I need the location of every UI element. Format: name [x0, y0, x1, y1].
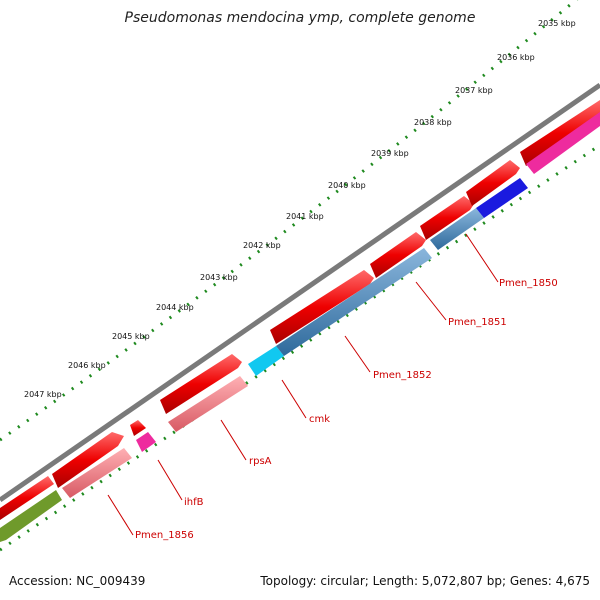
cds-feature — [370, 232, 426, 278]
pmen1851-feature — [430, 208, 484, 250]
cds-feature — [130, 420, 146, 436]
gene-label: Pmen_1856 — [135, 530, 194, 541]
cds-feature — [420, 196, 474, 240]
cds-feature — [52, 432, 124, 488]
rpsA-feature — [168, 376, 248, 432]
kbp-tick-label: 2037 kbp — [455, 86, 493, 95]
kbp-tick-label: 2044 kbp — [156, 303, 194, 312]
kbp-tick-label: 2043 kbp — [200, 273, 238, 282]
accession-label: Accession: NC_009439 — [9, 574, 146, 588]
kbp-tick-label: 2047 kbp — [24, 390, 62, 399]
inner-scale-track — [0, 143, 600, 552]
reverse-strand-features — [0, 112, 600, 542]
label-leaders — [107, 233, 499, 536]
magenta-feature — [526, 112, 600, 174]
kbp-tick-label: 2039 kbp — [371, 149, 409, 158]
gene-label: ihfB — [184, 497, 204, 508]
gene-label: Pmen_1851 — [448, 317, 507, 328]
kbp-tick-label: 2040 kbp — [328, 181, 366, 190]
cds-feature — [160, 354, 242, 414]
cds-feature — [520, 100, 600, 166]
gene-label: Pmen_1850 — [499, 278, 558, 289]
olive-feature — [0, 490, 62, 542]
kbp-tick-labels: 2035 kbp 2036 kbp 2037 kbp 2038 kbp 2039 kbp… — [24, 19, 576, 399]
kbp-tick-label: 2045 kbp — [112, 332, 150, 341]
gene-label: Pmen_1852 — [373, 370, 432, 381]
gene-label: rpsA — [249, 456, 272, 467]
kbp-tick-label: 2035 kbp — [538, 19, 576, 28]
cds-feature — [0, 476, 54, 520]
page-title: Pseudomonas mendocina ymp, complete geno… — [124, 10, 476, 26]
ihfB-feature — [136, 432, 156, 452]
cds-feature — [466, 160, 520, 206]
kbp-tick-label: 2041 kbp — [286, 212, 324, 221]
rrna-feature — [62, 448, 132, 498]
forward-strand-cds — [0, 100, 600, 520]
pmen1850-feature — [476, 178, 528, 218]
kbp-tick-label: 2042 kbp — [243, 241, 281, 250]
cmk-feature — [248, 346, 284, 376]
topology-label: Topology: circular; Length: 5,072,807 bp… — [260, 574, 590, 588]
kbp-tick-label: 2036 kbp — [497, 53, 535, 62]
kbp-tick-label: 2046 kbp — [68, 361, 106, 370]
kbp-tick-label: 2038 kbp — [414, 118, 452, 127]
gene-label: cmk — [309, 414, 330, 425]
pmen1852-feature — [276, 248, 432, 356]
cds-feature — [270, 270, 374, 344]
genome-backbone — [0, 82, 600, 503]
